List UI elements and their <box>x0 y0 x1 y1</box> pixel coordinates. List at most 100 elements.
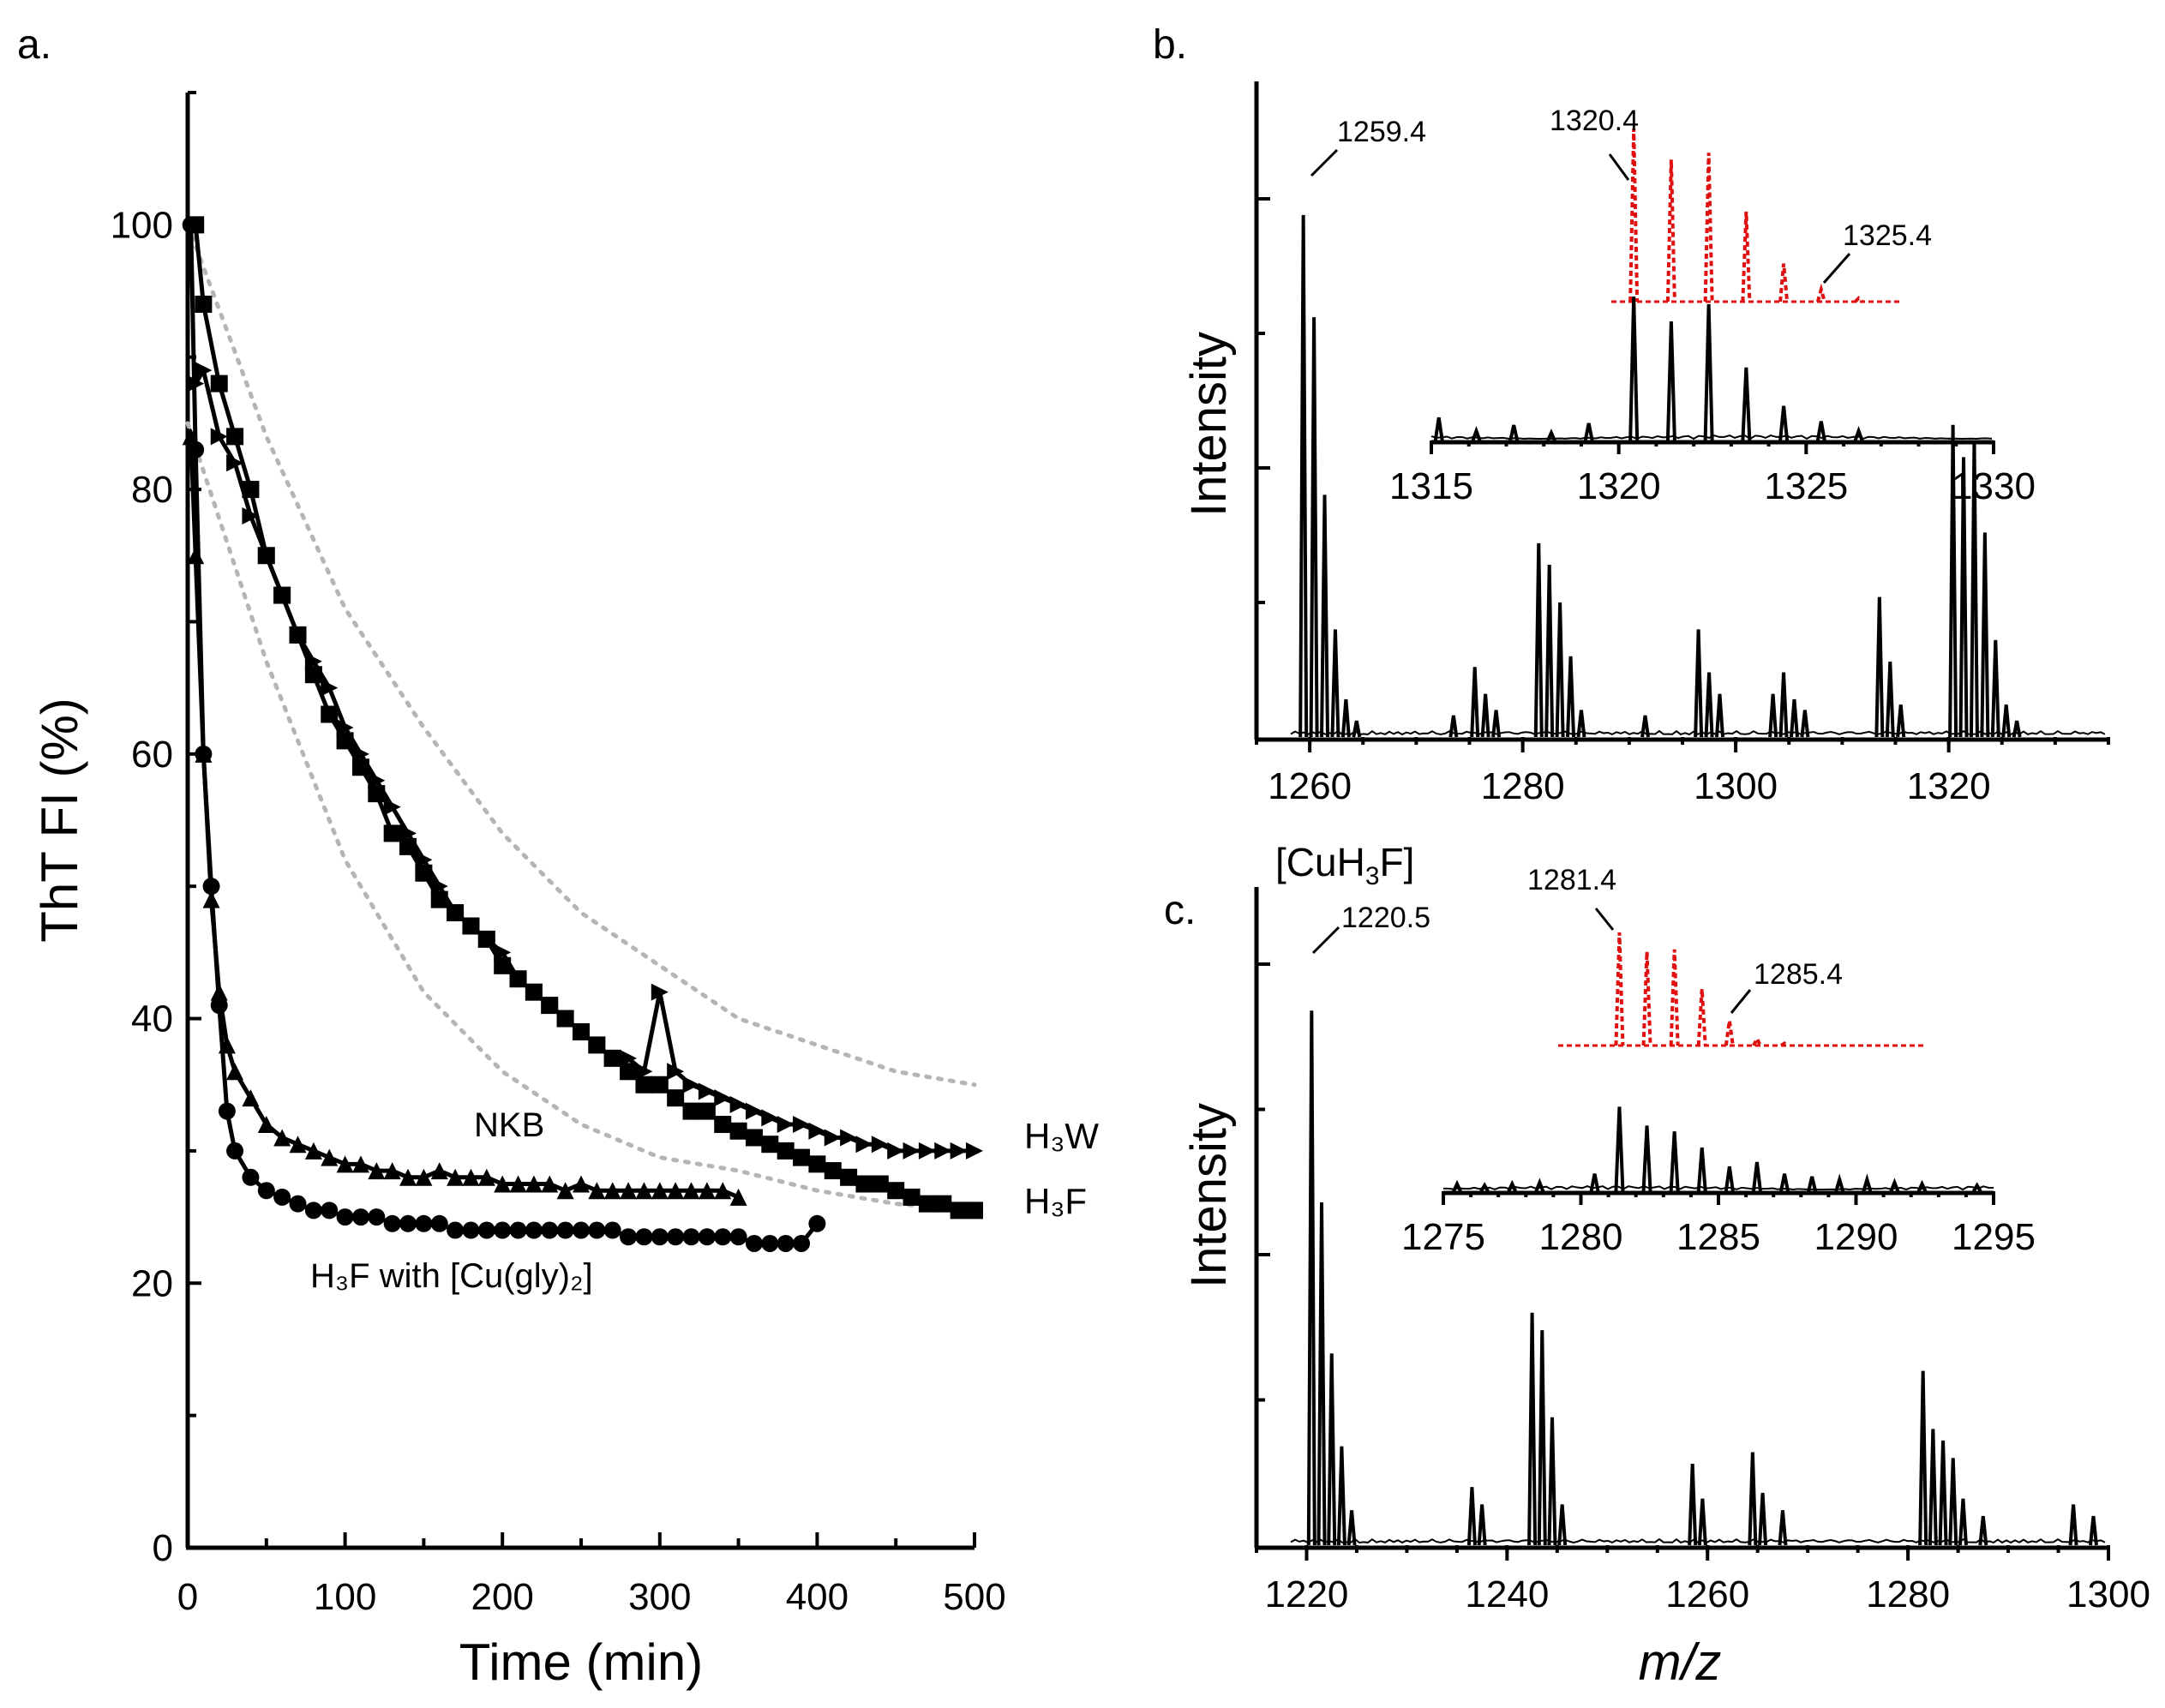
a-reference-curves <box>185 222 977 1213</box>
c-inset-baseline-noise <box>1442 1185 1994 1191</box>
a-point <box>509 1221 527 1239</box>
c-peak <box>1537 1330 1547 1546</box>
b-y-axis-label: Intensity <box>1181 332 1237 517</box>
a-point <box>321 1202 339 1220</box>
c-peak <box>1547 1417 1557 1546</box>
b-inset-simulated-peak <box>1778 263 1790 303</box>
a-point <box>289 1195 307 1213</box>
a-point <box>541 1221 559 1239</box>
b-inset-x-tick-label: 1325 <box>1764 465 1848 507</box>
c-peak-label: 1220.5 <box>1341 902 1430 934</box>
a-point <box>477 930 495 948</box>
a-point <box>195 295 213 313</box>
c-peak <box>1748 1452 1758 1546</box>
c-peak <box>1758 1492 1768 1546</box>
a-x-tick-label: 500 <box>943 1576 1005 1618</box>
b-peak <box>1544 565 1555 738</box>
a-point <box>887 1142 905 1160</box>
c-inset-experimental-peak <box>1479 1182 1490 1193</box>
c-inset-experimental-peak <box>1807 1176 1818 1192</box>
c-x-tick-label: 1300 <box>2066 1573 2150 1615</box>
b-inset-x-tick-label: 1330 <box>1952 465 2036 507</box>
a-point <box>226 454 244 472</box>
b-inset-simulated-peak <box>1665 159 1676 303</box>
a-x-tick-label: 0 <box>177 1576 198 1618</box>
a-point <box>195 362 213 380</box>
c-inset-experimental-peak <box>1534 1178 1545 1192</box>
a-point <box>399 837 417 855</box>
a-point <box>383 1214 401 1232</box>
a-point <box>603 1182 621 1200</box>
b-peak <box>1640 715 1650 738</box>
a-point <box>541 997 559 1015</box>
c-inset: 1275 1280 1285 1290 1295 1281.4 1285.4 <box>1401 864 2036 1258</box>
a-ref-upper <box>185 222 977 1088</box>
c-baseline-noise <box>1290 1537 2106 1544</box>
c-inset-experimental-peak <box>1614 1106 1625 1192</box>
c-inset-x-tick-label: 1280 <box>1539 1216 1623 1258</box>
a-point <box>667 1089 685 1107</box>
a-point <box>321 705 339 723</box>
c-peak <box>1918 1370 1928 1546</box>
a-point <box>477 1221 495 1239</box>
a-y-tick-label: 0 <box>153 1527 173 1569</box>
a-point <box>321 679 339 697</box>
b-peak <box>1768 693 1778 738</box>
c-inset-simulated-peak <box>1614 932 1625 1046</box>
c-inset-experimental-peak <box>1889 1178 1900 1192</box>
a-x-axis-label: Time (min) <box>459 1633 703 1691</box>
a-point <box>477 1168 495 1186</box>
a-point <box>336 1155 354 1173</box>
a-point <box>273 1188 291 1206</box>
a-point <box>745 1102 763 1120</box>
c-inset-x-tick-label: 1290 <box>1814 1216 1898 1258</box>
b-peak <box>1714 693 1724 738</box>
b-inset-experimental-peak <box>1433 417 1444 441</box>
a-point <box>242 481 260 499</box>
a-point <box>651 1182 669 1200</box>
a-point <box>903 1142 921 1160</box>
c-inset-experimental-peak <box>1972 1182 1982 1193</box>
b-peak <box>1470 667 1480 738</box>
b-peak <box>1555 602 1565 738</box>
a-point <box>793 1148 811 1166</box>
c-inset-x-tick-label: 1295 <box>1952 1216 2036 1258</box>
c-inset-simulated-peak <box>1724 1020 1735 1046</box>
c-inset-experimental-peak <box>1589 1173 1600 1192</box>
a-point <box>494 956 512 974</box>
a-point <box>698 1228 716 1246</box>
c-x-tick-label: 1220 <box>1265 1573 1349 1615</box>
a-point <box>698 1102 716 1120</box>
b-peak <box>1309 317 1319 738</box>
a-point <box>351 758 369 776</box>
a-point <box>494 944 512 962</box>
c-peak <box>1346 1510 1357 1546</box>
a-label-nkb: NKB <box>474 1106 544 1144</box>
a-point <box>667 1063 685 1081</box>
b-inset-x-tick-label: 1320 <box>1577 465 1661 507</box>
a-point <box>257 547 275 565</box>
a-x-tick-label: 300 <box>628 1576 691 1618</box>
b-inset-simulated-peak <box>1628 128 1640 303</box>
a-point <box>918 1195 936 1213</box>
a-point <box>210 375 228 393</box>
c-inset-x-tick-label: 1275 <box>1401 1216 1485 1258</box>
a-point <box>777 1116 795 1134</box>
a-point <box>729 1188 747 1206</box>
c-inset-label-2: 1285.4 <box>1754 958 1843 991</box>
a-point <box>525 983 543 1001</box>
c-inset-experimental-spectrum <box>1442 1106 1994 1193</box>
a-point <box>651 1076 669 1094</box>
c-peak <box>1327 1353 1337 1546</box>
c-inset-leader-2 <box>1730 989 1752 1014</box>
b-inset-experimental-peak <box>1471 425 1482 441</box>
a-point <box>620 1063 638 1081</box>
b-peak <box>1340 698 1351 738</box>
c-inset-simulated-peak <box>1696 988 1707 1046</box>
a-point <box>430 890 448 908</box>
a-point <box>430 1162 448 1180</box>
b-peak <box>1704 672 1714 738</box>
c-peak <box>1948 1458 1958 1546</box>
a-point <box>399 1168 417 1186</box>
